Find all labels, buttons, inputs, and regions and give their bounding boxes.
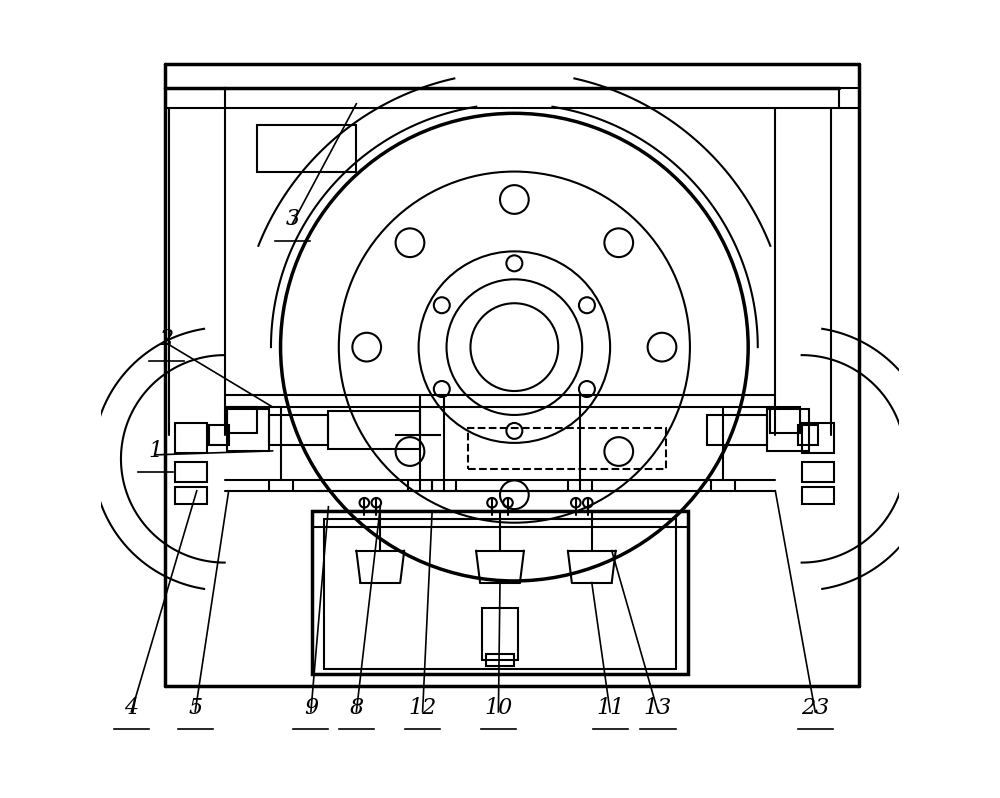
Bar [324,519,676,669]
Bar [175,487,207,504]
Bar [482,608,518,660]
Text: 2: 2 [159,328,173,350]
Bar [227,409,269,451]
Bar [802,462,834,482]
Bar [269,415,328,445]
Text: 12: 12 [408,697,437,719]
Bar [312,511,688,674]
Bar [770,407,800,433]
Bar [257,125,356,172]
Bar [802,487,834,504]
Bar [209,425,229,445]
Bar [707,415,767,445]
Text: 1: 1 [148,440,162,462]
Text: 9: 9 [304,697,318,719]
Bar [486,654,514,666]
Bar [175,462,207,482]
Bar [468,428,666,469]
Text: 4: 4 [124,697,138,719]
Text: 13: 13 [644,697,672,719]
Text: 23: 23 [801,697,829,719]
Bar [798,425,818,445]
Text: 8: 8 [349,697,363,719]
Bar [175,423,207,453]
Bar [227,407,257,433]
Text: 11: 11 [596,697,624,719]
Bar [767,409,809,451]
Bar [328,411,420,449]
Text: 5: 5 [188,697,202,719]
Text: 10: 10 [484,697,513,719]
Bar [802,423,834,453]
Text: 3: 3 [285,208,300,231]
